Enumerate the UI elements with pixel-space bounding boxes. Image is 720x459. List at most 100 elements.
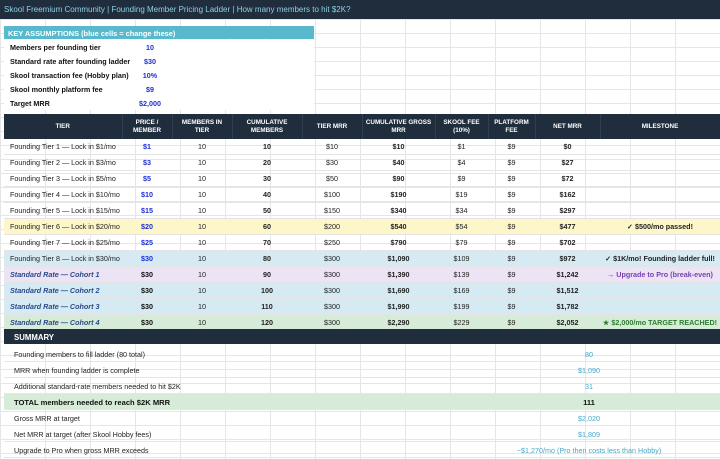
row-platform-cell[interactable]: $9 bbox=[488, 234, 535, 251]
row-fee-cell[interactable]: $34 bbox=[435, 202, 488, 219]
col-header-platform-fee[interactable]: PLATFORM FEE bbox=[488, 114, 536, 139]
row-tier-cell[interactable]: Founding Tier 4 — Lock in $10/mo bbox=[4, 186, 122, 203]
row-cumulative-cell[interactable]: 20 bbox=[232, 154, 302, 171]
row-milestone-cell[interactable]: ✓ $500/mo passed! bbox=[600, 218, 720, 235]
row-price-cell[interactable]: $30 bbox=[122, 282, 172, 299]
col-header-cumulative-members[interactable]: CUMULATIVE MEMBERS bbox=[232, 114, 303, 139]
col-header-net-mrr[interactable]: NET MRR bbox=[535, 114, 601, 139]
row-members-cell[interactable]: 10 bbox=[172, 250, 232, 267]
row-platform-cell[interactable]: $9 bbox=[488, 186, 535, 203]
col-header-cumulative-gross[interactable]: CUMULATIVE GROSS MRR bbox=[362, 114, 436, 139]
row-milestone-cell[interactable]: → Upgrade to Pro (break-even) bbox=[600, 266, 720, 283]
row-net-cell[interactable]: $27 bbox=[535, 154, 600, 171]
row-gross-cell[interactable]: $1,690 bbox=[362, 282, 435, 299]
col-header-members[interactable]: MEMBERS IN TIER bbox=[172, 114, 233, 139]
row-tier-cell[interactable]: Founding Tier 2 — Lock in $3/mo bbox=[4, 154, 122, 171]
row-platform-cell[interactable]: $9 bbox=[488, 266, 535, 283]
row-net-cell[interactable]: $72 bbox=[535, 170, 600, 187]
row-tier-mrr-cell[interactable]: $300 bbox=[302, 266, 362, 283]
row-fee-cell[interactable]: $169 bbox=[435, 282, 488, 299]
row-tier-mrr-cell[interactable]: $30 bbox=[302, 154, 362, 171]
row-tier-cell[interactable]: Standard Rate — Cohort 1 bbox=[4, 266, 122, 283]
row-net-cell[interactable]: $1,512 bbox=[535, 282, 600, 299]
row-tier-cell[interactable]: Standard Rate — Cohort 2 bbox=[4, 282, 122, 299]
row-price-cell[interactable]: $30 bbox=[122, 250, 172, 267]
col-header-tier-mrr[interactable]: TIER MRR bbox=[302, 114, 363, 139]
row-net-cell[interactable]: $0 bbox=[535, 139, 600, 155]
row-members-cell[interactable]: 10 bbox=[172, 282, 232, 299]
row-platform-cell[interactable]: $9 bbox=[488, 170, 535, 187]
row-fee-cell[interactable]: $199 bbox=[435, 298, 488, 315]
row-cumulative-cell[interactable]: 30 bbox=[232, 170, 302, 187]
col-header-tier[interactable]: TIER bbox=[4, 114, 123, 139]
row-price-cell[interactable]: $30 bbox=[122, 298, 172, 315]
row-tier-mrr-cell[interactable]: $300 bbox=[302, 298, 362, 315]
row-milestone-cell[interactable] bbox=[600, 154, 720, 171]
row-platform-cell[interactable]: $9 bbox=[488, 154, 535, 171]
row-gross-cell[interactable]: $540 bbox=[362, 218, 435, 235]
row-milestone-cell[interactable] bbox=[600, 298, 720, 315]
row-members-cell[interactable]: 10 bbox=[172, 266, 232, 283]
row-tier-cell[interactable]: Standard Rate — Cohort 3 bbox=[4, 298, 122, 315]
row-price-cell[interactable]: $10 bbox=[122, 186, 172, 203]
row-price-cell[interactable]: $5 bbox=[122, 170, 172, 187]
row-tier-mrr-cell[interactable]: $150 bbox=[302, 202, 362, 219]
row-net-cell[interactable]: $1,782 bbox=[535, 298, 600, 315]
col-header-milestone[interactable]: MILESTONE bbox=[600, 114, 720, 139]
col-header-skool-fee[interactable]: SKOOL FEE (10%) bbox=[435, 114, 489, 139]
col-header-price[interactable]: PRICE / MEMBER bbox=[122, 114, 173, 139]
row-cumulative-cell[interactable]: 10 bbox=[232, 139, 302, 155]
assumption-value-input[interactable]: 10 bbox=[146, 43, 154, 52]
row-platform-cell[interactable]: $9 bbox=[488, 282, 535, 299]
row-platform-cell[interactable]: $9 bbox=[488, 250, 535, 267]
row-net-cell[interactable]: $297 bbox=[535, 202, 600, 219]
row-fee-cell[interactable]: $4 bbox=[435, 154, 488, 171]
row-platform-cell[interactable]: $9 bbox=[488, 218, 535, 235]
row-milestone-cell[interactable] bbox=[600, 170, 720, 187]
row-tier-cell[interactable]: Founding Tier 3 — Lock in $5/mo bbox=[4, 170, 122, 187]
row-tier-cell[interactable]: Founding Tier 6 — Lock in $20/mo bbox=[4, 218, 122, 235]
row-members-cell[interactable]: 10 bbox=[172, 298, 232, 315]
row-tier-cell[interactable]: Founding Tier 8 — Lock in $30/mo bbox=[4, 250, 122, 267]
row-tier-cell[interactable]: Founding Tier 1 — Lock in $1/mo bbox=[4, 139, 122, 155]
row-cumulative-cell[interactable]: 40 bbox=[232, 186, 302, 203]
row-milestone-cell[interactable] bbox=[600, 139, 720, 155]
row-tier-mrr-cell[interactable]: $50 bbox=[302, 170, 362, 187]
row-fee-cell[interactable]: $139 bbox=[435, 266, 488, 283]
row-platform-cell[interactable]: $9 bbox=[488, 298, 535, 315]
row-cumulative-cell[interactable]: 60 bbox=[232, 218, 302, 235]
row-members-cell[interactable]: 10 bbox=[172, 170, 232, 187]
row-price-cell[interactable]: $15 bbox=[122, 202, 172, 219]
row-gross-cell[interactable]: $10 bbox=[362, 139, 435, 155]
row-fee-cell[interactable]: $19 bbox=[435, 186, 488, 203]
row-members-cell[interactable]: 10 bbox=[172, 202, 232, 219]
row-milestone-cell[interactable] bbox=[600, 202, 720, 219]
row-platform-cell[interactable]: $9 bbox=[488, 202, 535, 219]
row-cumulative-cell[interactable]: 70 bbox=[232, 234, 302, 251]
row-net-cell[interactable]: $162 bbox=[535, 186, 600, 203]
row-members-cell[interactable]: 10 bbox=[172, 234, 232, 251]
assumption-value-input[interactable]: $2,000 bbox=[139, 99, 161, 108]
row-gross-cell[interactable]: $40 bbox=[362, 154, 435, 171]
row-milestone-cell[interactable]: ✓ $1K/mo! Founding ladder full! bbox=[600, 250, 720, 267]
row-tier-mrr-cell[interactable]: $100 bbox=[302, 186, 362, 203]
row-cumulative-cell[interactable]: 80 bbox=[232, 250, 302, 267]
row-cumulative-cell[interactable]: 110 bbox=[232, 298, 302, 315]
row-tier-mrr-cell[interactable]: $10 bbox=[302, 139, 362, 155]
row-gross-cell[interactable]: $340 bbox=[362, 202, 435, 219]
row-gross-cell[interactable]: $1,990 bbox=[362, 298, 435, 315]
row-tier-mrr-cell[interactable]: $200 bbox=[302, 218, 362, 235]
row-fee-cell[interactable]: $109 bbox=[435, 250, 488, 267]
row-gross-cell[interactable]: $790 bbox=[362, 234, 435, 251]
row-platform-cell[interactable]: $9 bbox=[488, 139, 535, 155]
row-net-cell[interactable]: $972 bbox=[535, 250, 600, 267]
row-price-cell[interactable]: $3 bbox=[122, 154, 172, 171]
row-gross-cell[interactable]: $1,090 bbox=[362, 250, 435, 267]
row-fee-cell[interactable]: $9 bbox=[435, 170, 488, 187]
row-tier-cell[interactable]: Founding Tier 5 — Lock in $15/mo bbox=[4, 202, 122, 219]
row-gross-cell[interactable]: $190 bbox=[362, 186, 435, 203]
row-tier-cell[interactable]: Founding Tier 7 — Lock in $25/mo bbox=[4, 234, 122, 251]
row-net-cell[interactable]: $1,242 bbox=[535, 266, 600, 283]
row-members-cell[interactable]: 10 bbox=[172, 139, 232, 155]
row-price-cell[interactable]: $20 bbox=[122, 218, 172, 235]
